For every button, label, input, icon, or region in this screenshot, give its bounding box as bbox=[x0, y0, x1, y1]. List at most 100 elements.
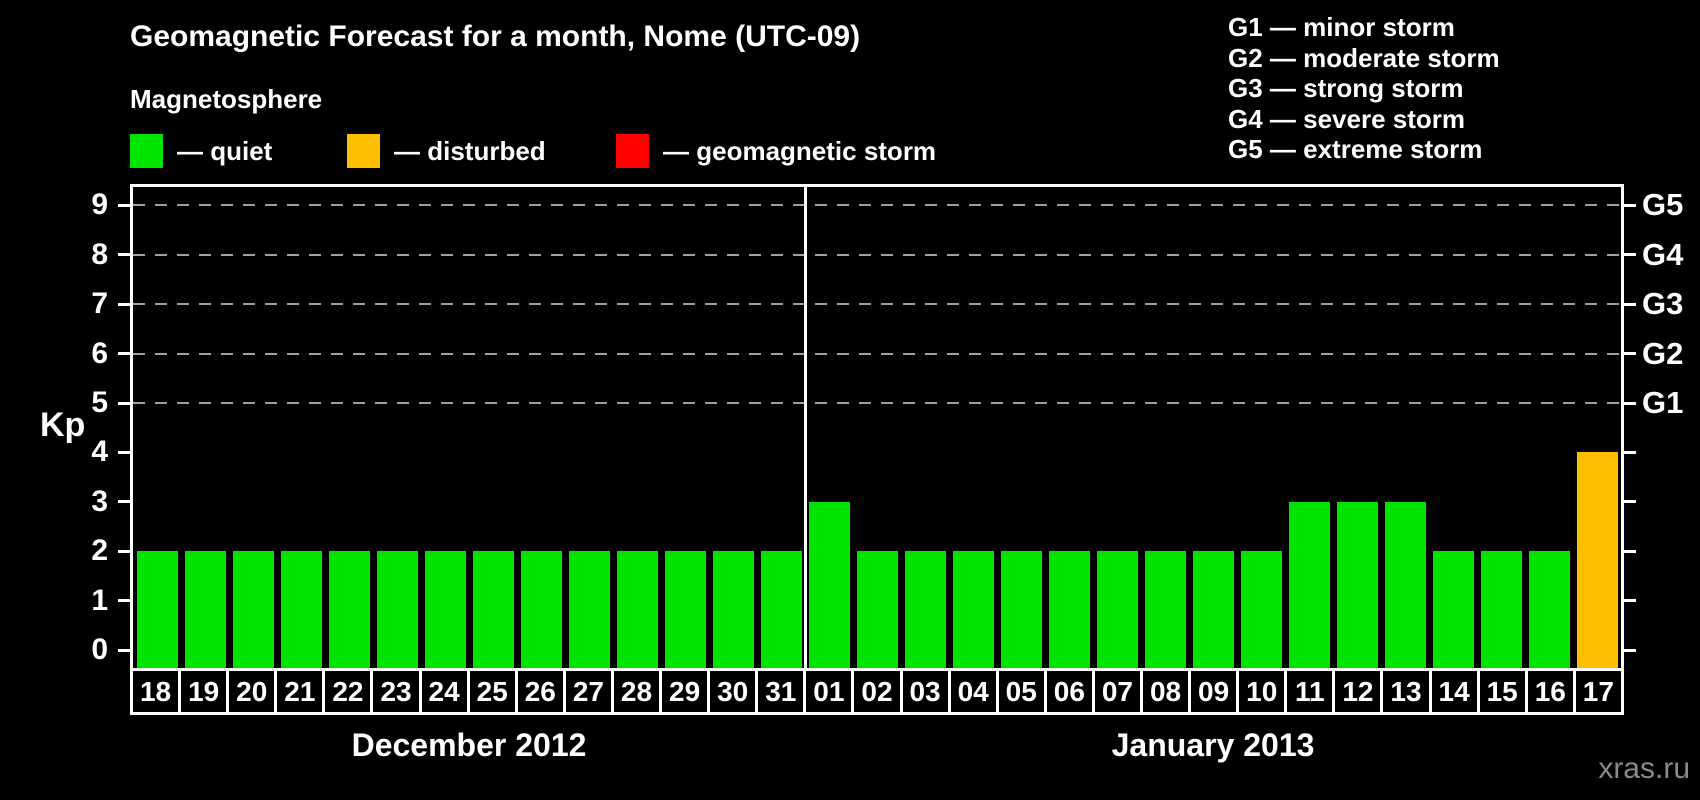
kp-bar bbox=[1528, 551, 1570, 668]
day-label: 23 bbox=[373, 671, 422, 712]
legend-item-quiet: — quiet bbox=[130, 134, 272, 168]
kp-bar bbox=[520, 551, 562, 668]
kp-bar bbox=[1432, 551, 1474, 668]
kp-bar bbox=[1144, 551, 1186, 668]
gridline-kp-5 bbox=[133, 402, 1621, 404]
y-axis-tick-left bbox=[118, 352, 130, 356]
y-tick-label: 8 bbox=[91, 237, 108, 271]
y-axis-tick-right bbox=[1624, 500, 1636, 504]
day-label: 02 bbox=[854, 671, 903, 712]
kp-bar bbox=[856, 551, 898, 668]
storm-scale-legend-line: G4 — severe storm bbox=[1228, 103, 1466, 134]
gridline-kp-9 bbox=[133, 204, 1621, 207]
y-axis-tick-right bbox=[1624, 599, 1636, 603]
day-label: 12 bbox=[1335, 671, 1384, 712]
kp-bar bbox=[328, 551, 370, 668]
y-axis-tick-left bbox=[118, 450, 130, 454]
kp-bar bbox=[232, 551, 274, 668]
day-label: 19 bbox=[181, 671, 230, 712]
disturbed-swatch-icon bbox=[347, 134, 380, 168]
kp-bar bbox=[1000, 551, 1042, 668]
y-tick-label: 4 bbox=[91, 435, 108, 469]
g-scale-label-g1: G1 bbox=[1642, 385, 1684, 420]
storm-scale-legend: G1 — minor storm G2 — moderate storm G3 — … bbox=[1228, 12, 1500, 165]
kp-bar bbox=[184, 551, 226, 668]
storm-scale-legend-line: G3 — strong storm bbox=[1228, 73, 1464, 103]
g-scale-label-g3: G3 bbox=[1642, 286, 1684, 322]
kp-bar bbox=[808, 501, 850, 668]
kp-bar bbox=[1384, 501, 1426, 668]
geomagnetic-storm-swatch-icon bbox=[616, 134, 649, 168]
kp-bar bbox=[280, 551, 322, 668]
legend-label-geomagnetic-storm: — geomagnetic storm bbox=[663, 135, 937, 166]
kp-bar bbox=[760, 551, 802, 668]
kp-bar bbox=[376, 551, 418, 668]
day-label: 21 bbox=[277, 671, 326, 712]
kp-bar bbox=[664, 551, 706, 668]
day-label: 20 bbox=[229, 671, 278, 712]
kp-bar bbox=[568, 551, 610, 668]
day-label: 06 bbox=[1047, 671, 1095, 712]
kp-bar bbox=[712, 551, 754, 668]
y-axis-tick-left bbox=[118, 500, 130, 504]
chart-title: Geomagnetic Forecast for a month, Nome (… bbox=[130, 20, 861, 53]
g-scale-label-g2: G2 bbox=[1642, 335, 1684, 371]
y-axis-title: Kp bbox=[40, 406, 86, 444]
day-label: 29 bbox=[662, 671, 711, 712]
day-label: 22 bbox=[325, 671, 374, 712]
y-axis-tick-left bbox=[118, 203, 130, 207]
day-label: 16 bbox=[1528, 671, 1576, 712]
day-label: 26 bbox=[518, 671, 566, 712]
watermark: xras.ru bbox=[1598, 752, 1690, 785]
kp-bar bbox=[1288, 501, 1330, 668]
day-label: 24 bbox=[422, 671, 470, 712]
day-label: 28 bbox=[614, 671, 663, 712]
g-scale-label-g5: G5 bbox=[1642, 187, 1684, 223]
kp-bar bbox=[904, 551, 946, 668]
y-axis-tick-left bbox=[118, 401, 130, 405]
magnetosphere-label: Magnetosphere bbox=[130, 84, 323, 114]
day-label: 27 bbox=[566, 671, 614, 712]
day-label: 04 bbox=[951, 671, 999, 712]
day-label: 25 bbox=[470, 671, 518, 712]
day-label: 08 bbox=[1143, 671, 1192, 712]
quiet-swatch-icon bbox=[130, 134, 163, 168]
day-label: 03 bbox=[903, 671, 951, 712]
y-axis-tick-right bbox=[1624, 549, 1636, 553]
day-label: 17 bbox=[1582, 675, 1614, 707]
y-axis-tick-right bbox=[1624, 352, 1636, 356]
day-label: 11 bbox=[1287, 671, 1336, 712]
y-axis-tick-left bbox=[118, 648, 130, 652]
kp-bar bbox=[136, 551, 178, 668]
gridline-kp-7 bbox=[133, 303, 1621, 306]
y-axis-tick-left bbox=[118, 253, 130, 257]
y-tick-label: 3 bbox=[91, 484, 108, 518]
y-axis-tick-right bbox=[1624, 203, 1636, 207]
month-label: December 2012 bbox=[351, 727, 587, 763]
y-tick-label: 9 bbox=[91, 188, 108, 222]
kp-bar bbox=[1192, 551, 1234, 668]
month-label: January 2013 bbox=[1111, 727, 1315, 763]
kp-bar bbox=[952, 551, 994, 668]
day-label: 31 bbox=[758, 671, 807, 712]
gridline-kp-8 bbox=[133, 253, 1621, 256]
legend-item-disturbed: — disturbed bbox=[347, 134, 546, 168]
kp-bar bbox=[1240, 551, 1282, 668]
y-tick-label: 6 bbox=[91, 336, 108, 370]
day-label: 10 bbox=[1239, 671, 1288, 712]
kp-bar bbox=[1480, 551, 1522, 668]
y-axis-tick-right bbox=[1624, 253, 1636, 257]
legend-label-disturbed: — disturbed bbox=[394, 135, 546, 166]
day-label: 14 bbox=[1432, 671, 1480, 712]
kp-bar bbox=[472, 551, 514, 668]
day-label: 05 bbox=[999, 671, 1047, 712]
day-label: 15 bbox=[1480, 671, 1528, 712]
storm-scale-legend-line: G2 — moderate storm bbox=[1228, 42, 1500, 73]
month-divider bbox=[803, 187, 807, 668]
y-axis-tick-left bbox=[118, 549, 130, 553]
y-axis-tick-left bbox=[118, 302, 130, 306]
kp-bar bbox=[1048, 551, 1090, 668]
day-label: 30 bbox=[710, 671, 759, 712]
y-tick-label: 7 bbox=[91, 287, 108, 321]
legend-item-geomagnetic-storm: — geomagnetic storm bbox=[616, 134, 936, 168]
